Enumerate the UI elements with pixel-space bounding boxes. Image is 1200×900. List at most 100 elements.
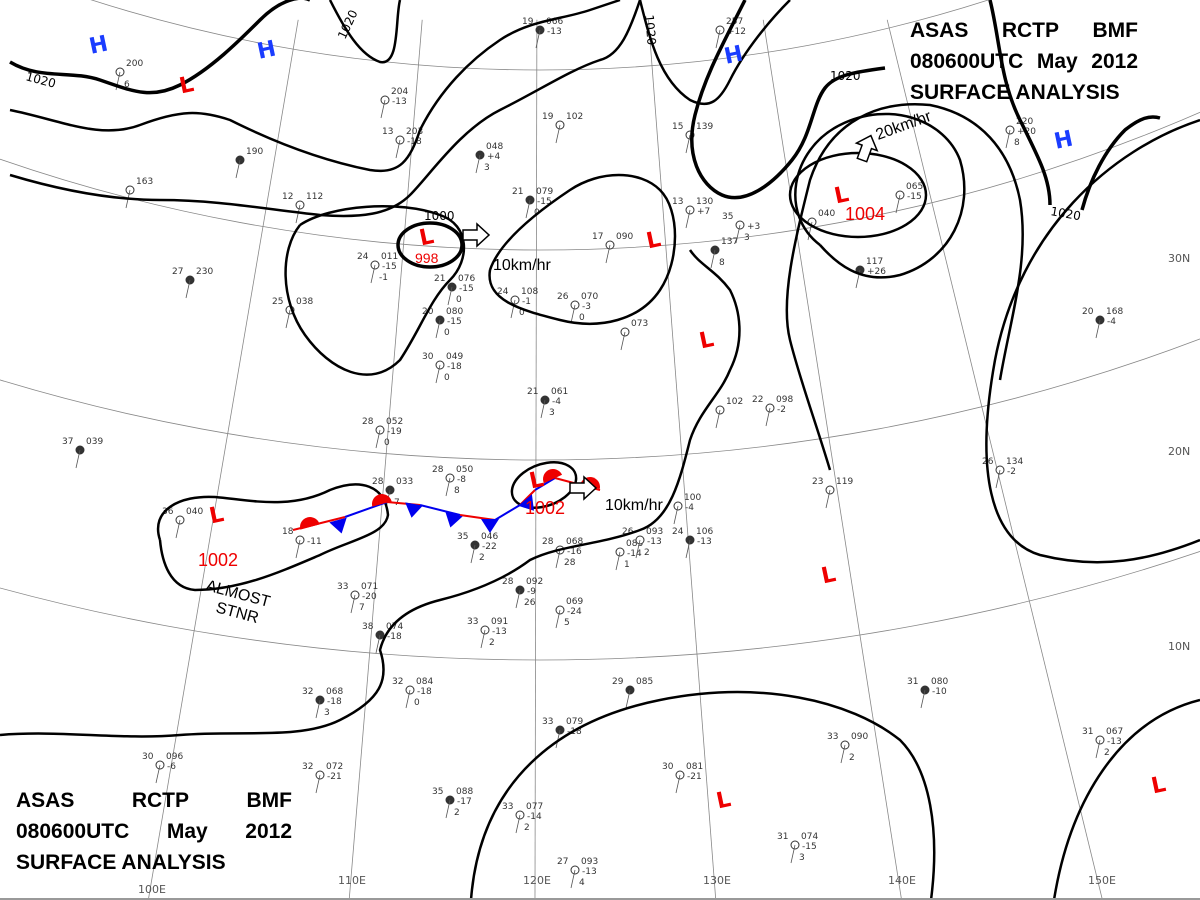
station-pressure: 074 (386, 622, 403, 632)
station-plot: 26 093-132 (622, 527, 663, 559)
station-pressure: 077 (526, 802, 543, 812)
station-plot: 22 098-2 (752, 395, 793, 427)
wind-barb-icon (555, 609, 561, 629)
latitude-label: 20N (1168, 445, 1190, 458)
meridian-line (348, 19, 423, 898)
wind-barb-icon (685, 209, 691, 229)
station-extra: 2 (454, 808, 460, 818)
cold-front-triangle (445, 511, 463, 528)
station-extra: 7 (359, 603, 365, 613)
station-tendency: -8 (457, 475, 466, 485)
station-plot: 27 230 (172, 267, 213, 299)
warm-front-semicircle (300, 517, 320, 530)
title-agency: ASAS (910, 19, 969, 42)
station-plot: 190 (235, 147, 263, 179)
title-time: 080600UTC (16, 820, 130, 843)
station-pressure: 083 (626, 539, 643, 549)
isobar-line (985, 118, 1200, 564)
station-plot: 137 8 (710, 237, 738, 269)
station-temperature: 31 (907, 677, 918, 687)
station-pressure: 102 (566, 112, 583, 122)
station-pressure: 098 (776, 395, 793, 405)
isobar-line (156, 483, 390, 592)
station-pressure: 046 (481, 532, 498, 542)
station-plot: 32 084-180 (392, 677, 433, 709)
station-tendency: -18 (567, 727, 582, 737)
isobar-label: 1020 (830, 69, 861, 83)
title-agency: ASAS (16, 789, 75, 812)
isobar-line (9, 0, 642, 218)
station-temperature: 38 (362, 622, 374, 632)
wind-barb-icon (447, 286, 453, 306)
station-pressure: 049 (446, 352, 463, 362)
station-tendency: -18 (417, 687, 432, 697)
station-plot: 20 168-4 (1082, 307, 1123, 339)
wind-barb-icon (1095, 319, 1101, 339)
station-tendency: -21 (327, 772, 342, 782)
station-pressure: 168 (1106, 307, 1123, 317)
cold-front-triangle (405, 502, 423, 518)
wind-barb-icon (995, 469, 1001, 489)
station-plot: 23 119 (812, 477, 853, 509)
station-extra: 3 (799, 853, 805, 863)
station-tendency: -6 (167, 762, 176, 772)
station-pressure: 079 (536, 187, 553, 197)
station-extra: 2 (1104, 748, 1110, 758)
station-tendency: +3 (747, 222, 760, 232)
station-plot: 32 068-183 (302, 687, 343, 719)
station-pressure: 102 (726, 397, 743, 407)
station-extra: 6 (124, 80, 130, 90)
station-tendency: -15 (459, 284, 474, 294)
wind-barb-icon (470, 544, 476, 564)
high-pressure-center: H (255, 37, 278, 65)
station-extra: 2 (524, 823, 530, 833)
station-pressure: 072 (326, 762, 343, 772)
station-pressure: 117 (866, 257, 883, 267)
station-temperature: 19 (522, 17, 534, 27)
station-tendency: +7 (697, 207, 710, 217)
isobar-label: 1020 (642, 14, 659, 46)
station-plot: 35 046-222 (457, 532, 498, 564)
warm-front-semicircle (372, 494, 392, 507)
low-pressure-center: L (697, 327, 716, 354)
station-tendency: -15 (907, 192, 922, 202)
station-tendency: -9 (527, 587, 536, 597)
low-pressure-center: L (819, 562, 838, 589)
station-temperature: 21 (527, 387, 538, 397)
wind-barb-icon (635, 539, 641, 559)
low-pressure-center: L (527, 467, 546, 494)
meridian-line (886, 19, 1103, 898)
motion-speed-label: 10km/hr (493, 257, 551, 274)
station-pressure: 190 (246, 147, 263, 157)
station-pressure: 074 (801, 832, 818, 842)
station-tendency: -10 (932, 687, 947, 697)
wind-barb-icon (445, 799, 451, 819)
station-pressure: 067 (1106, 727, 1123, 737)
station-extra: -1 (379, 273, 388, 283)
station-temperature: 37 (62, 437, 73, 447)
station-pressure: 130 (696, 197, 713, 207)
isobar-label: 1020 (1049, 204, 1082, 223)
station-extra: 2 (849, 753, 855, 763)
wind-barb-icon (625, 689, 631, 709)
station-temperature: 32 (392, 677, 403, 687)
station-extra: 0 (444, 373, 450, 383)
station-pressure: 039 (86, 437, 103, 447)
station-pressure: 088 (456, 787, 473, 797)
cold-front-triangle (329, 517, 347, 534)
station-temperature: 35 (432, 787, 443, 797)
station-plot: 100-4 (673, 493, 701, 525)
title-block-bottom: ASAS RCTP BMF 080600UTC May 2012 SURFACE ANA… (16, 785, 292, 878)
isobar-line (988, 0, 1052, 206)
central-pressure-label: 998 (415, 250, 439, 266)
wind-barb-icon (155, 764, 161, 784)
wind-barb-icon (675, 774, 681, 794)
station-tendency: -18 (387, 632, 402, 642)
wind-barb-icon (765, 407, 771, 427)
low-pressure-center: L (832, 182, 851, 209)
wind-barb-icon (825, 489, 831, 509)
station-tendency: -20 (362, 592, 377, 602)
